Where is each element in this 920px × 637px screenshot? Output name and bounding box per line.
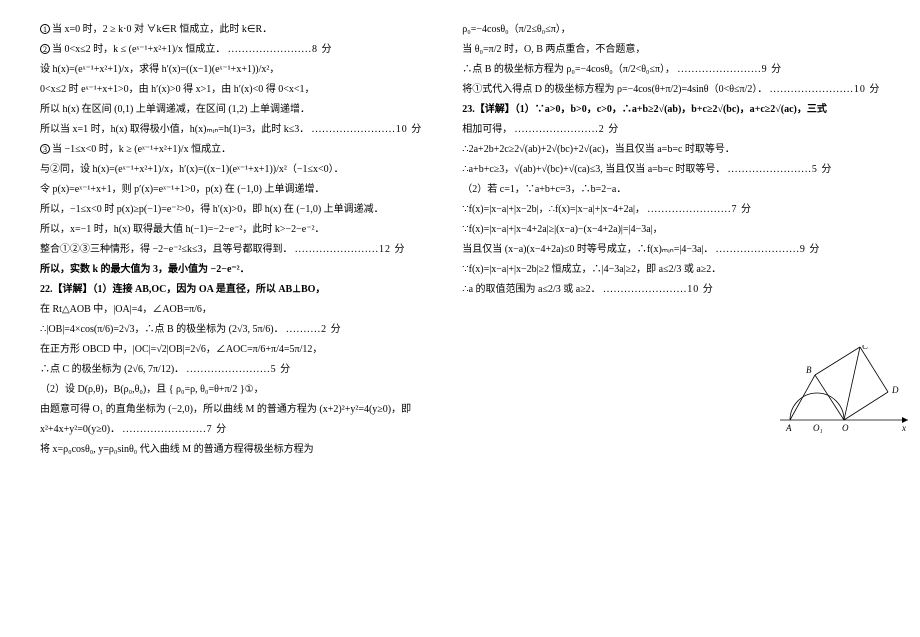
text: x²+4x+y²=0(y≥0)． xyxy=(40,424,120,435)
math-line: 在正方形 OBCD 中，|OC|=√2|OB|=2√6，∠AOC=π/6+π/4… xyxy=(40,340,422,360)
svg-text:B: B xyxy=(806,365,812,375)
svg-text:O₁: O₁ xyxy=(813,423,823,433)
text: 由题意可得 O₁ 的直角坐标为 (−2,0)，所以曲线 M 的普通方程为 (x+… xyxy=(40,404,411,415)
circled-2-icon: 2 xyxy=(40,44,50,54)
circled-3-icon: 3 xyxy=(40,144,50,154)
math-line: 当且仅当 (x−a)(x−4+2a)≤0 时等号成立，∴f(x)ₘᵢₙ=|4−3… xyxy=(462,240,880,260)
math-line: 将 x=ρ₀cosθ₀, y=ρ₀sinθ₀ 代入曲线 M 的普通方程得极坐标方… xyxy=(40,440,422,460)
math-line: 所以，实数 k 的最大值为 3，最小值为 −2−e⁻²． xyxy=(40,260,422,280)
text: 0<x≤2 时 eˣ⁻¹+x+1>0，由 h′(x)>0 得 x>1，由 h′(… xyxy=(40,84,315,95)
text: 所以当 x=1 时，h(x) 取得极小值，h(x)ₘᵢₙ=h(1)=3，此时 k… xyxy=(40,124,309,135)
math-line: ∴a 的取值范围为 a≤2/3 或 a≥2． .................… xyxy=(462,280,880,300)
math-line: 由题意可得 O₁ 的直角坐标为 (−2,0)，所以曲线 M 的普通方程为 (x+… xyxy=(40,400,422,420)
text: 设 h(x)=(eˣ⁻¹+x²+1)/x，求得 h′(x)=((x−1)(eˣ⁻… xyxy=(40,64,279,75)
math-line: 所以，−1≤x<0 时 p(x)≥p(−1)=e⁻²>0，得 h′(x)>0，即… xyxy=(40,200,422,220)
math-line: 0<x≤2 时 eˣ⁻¹+x+1>0，由 h′(x)>0 得 x>1，由 h′(… xyxy=(40,80,422,100)
math-line: ∴2a+2b+2c≥2√(ab)+2√(bc)+2√(ac)，当且仅当 a=b=… xyxy=(462,140,880,160)
geometry-figure: A O₁ O B C D x xyxy=(780,345,910,435)
score-marker: ........................7 分 xyxy=(648,204,753,215)
math-line: ∴|OB|=4×cos(π/6)=2√3，∴点 B 的极坐标为 (2√3, 5π… xyxy=(40,320,422,340)
math-line: ∵f(x)=|x−a|+|x−2b|≥2 恒成立，∴|4−3a|≥2，即 a≤2… xyxy=(462,260,880,280)
score-marker: ........................12 分 xyxy=(295,244,406,255)
score-marker: ..........2 分 xyxy=(286,324,342,335)
math-line: 所以 h(x) 在区间 (0,1) 上单调递减，在区间 (1,2) 上单调递增． xyxy=(40,100,422,120)
text: 当 −1≤x<0 时，k ≥ (eˣ⁻¹+x²+1)/x 恒成立． xyxy=(52,144,231,155)
text: 当 0<x≤2 时，k ≤ (eˣ⁻¹+x²+1)/x 恒成立． xyxy=(52,44,225,55)
score-marker: ........................7 分 xyxy=(123,424,228,435)
text: ρ₀=−4cosθ₀（π/2≤θ₀≤π）， xyxy=(462,24,571,35)
math-line: 当 θ₀=π/2 时，O, B 两点重合，不合题意， xyxy=(462,40,880,60)
math-line: 将①式代入得点 D 的极坐标方程为 ρ=−4cos(θ+π/2)=4sinθ（0… xyxy=(462,80,880,100)
math-line: ∴点 C 的极坐标为 (2√6, 7π/12)． ...............… xyxy=(40,360,422,380)
text: 将 x=ρ₀cosθ₀, y=ρ₀sinθ₀ 代入曲线 M 的普通方程得极坐标方… xyxy=(40,444,314,455)
score-marker: ........................8 分 xyxy=(228,44,333,55)
score-marker: ........................10 分 xyxy=(770,84,881,95)
score-marker: ........................10 分 xyxy=(603,284,714,295)
math-line: ρ₀=−4cosθ₀（π/2≤θ₀≤π）， xyxy=(462,20,880,40)
right-column: ρ₀=−4cosθ₀（π/2≤θ₀≤π）， 当 θ₀=π/2 时，O, B 两点… xyxy=(442,20,890,617)
score-marker: ........................9 分 xyxy=(716,244,821,255)
math-line: （2）设 D(ρ,θ)，B(ρ₀,θ₀)，且 { ρ₀=ρ, θ₀=θ+π/2 … xyxy=(40,380,422,400)
circled-1-icon: 1 xyxy=(40,24,50,34)
score-marker: ........................5 分 xyxy=(187,364,292,375)
math-line: （2）若 c=1，∵a+b+c=3，∴b=2−a． xyxy=(462,180,880,200)
math-line: 2当 0<x≤2 时，k ≤ (eˣ⁻¹+x²+1)/x 恒成立． ......… xyxy=(40,40,422,60)
svg-text:A: A xyxy=(785,423,792,433)
left-column: 1当 x=0 时，2 ≥ k·0 对 ∀k∈R 恒成立，此时 k∈R． 2当 0… xyxy=(30,20,442,617)
text: 在正方形 OBCD 中，|OC|=√2|OB|=2√6，∠AOC=π/6+π/4… xyxy=(40,344,322,355)
text: 22.【详解】（1）连接 AB,OC，因为 OA 是直径，所以 AB⊥BO， xyxy=(40,284,325,295)
math-line: ∴a+b+c≥3，√(ab)+√(bc)+√(ca)≤3, 当且仅当 a=b=c… xyxy=(462,160,880,180)
score-marker: ........................2 分 xyxy=(515,124,620,135)
math-line: 令 p(x)=eˣ⁻¹+x+1，则 p′(x)=eˣ⁻¹+1>0，p(x) 在 … xyxy=(40,180,422,200)
problem-23-start: 23.【详解】（1）∵a>0，b>0，c>0，∴a+b≥2√(ab)，b+c≥2… xyxy=(462,100,880,120)
text: ∴点 C 的极坐标为 (2√6, 7π/12)． xyxy=(40,364,184,375)
svg-text:O: O xyxy=(842,423,849,433)
math-line: 在 Rt△AOB 中，|OA|=4，∠AOB=π/6， xyxy=(40,300,422,320)
text: ∴2a+2b+2c≥2√(ab)+2√(bc)+2√(ac)，当且仅当 a=b=… xyxy=(462,144,735,155)
math-line: 相加可得， ........................2 分 xyxy=(462,120,880,140)
text: ∵f(x)=|x−a|+|x−2b|≥2 恒成立，∴|4−3a|≥2，即 a≤2… xyxy=(462,264,721,275)
text: 整合①②③三种情形，得 −2−e⁻²≤k≤3，且等号都取得到． xyxy=(40,244,292,255)
text: ∴a 的取值范围为 a≤2/3 或 a≥2． xyxy=(462,284,600,295)
text: 所以，−1≤x<0 时 p(x)≥p(−1)=e⁻²>0，得 h′(x)>0，即… xyxy=(40,204,384,215)
score-marker: ........................10 分 xyxy=(312,124,423,135)
text: 所以，实数 k 的最大值为 3，最小值为 −2−e⁻²． xyxy=(40,264,250,275)
math-line: 3当 −1≤x<0 时，k ≥ (eˣ⁻¹+x²+1)/x 恒成立． xyxy=(40,140,422,160)
text: 当 θ₀=π/2 时，O, B 两点重合，不合题意， xyxy=(462,44,645,55)
math-line: 整合①②③三种情形，得 −2−e⁻²≤k≤3，且等号都取得到． ........… xyxy=(40,240,422,260)
math-line: ∵f(x)=|x−a|+|x−2b|，∴f(x)=|x−a|+|x−4+2a|，… xyxy=(462,200,880,220)
math-line: ∵f(x)=|x−a|+|x−4+2a|≥|(x−a)−(x−4+2a)|=|4… xyxy=(462,220,880,240)
text: （2）若 c=1，∵a+b+c=3，∴b=2−a． xyxy=(462,184,626,195)
text: 相加可得， xyxy=(462,124,512,135)
text: 所以，x=−1 时，h(x) 取得最大值 h(−1)=−2−e⁻²，此时 k>−… xyxy=(40,224,325,235)
math-line: ∴点 B 的极坐标方程为 ρ₀=−4cosθ₀（π/2<θ₀≤π）， .....… xyxy=(462,60,880,80)
text: ∵f(x)=|x−a|+|x−4+2a|≥|(x−a)−(x−4+2a)|=|4… xyxy=(462,224,662,235)
text: 将①式代入得点 D 的极坐标方程为 ρ=−4cos(θ+π/2)=4sinθ（0… xyxy=(462,84,767,95)
math-line: 与②同，设 h(x)=(eˣ⁻¹+x²+1)/x，h′(x)=((x−1)(eˣ… xyxy=(40,160,422,180)
svg-text:C: C xyxy=(862,345,869,351)
text: 所以 h(x) 在区间 (0,1) 上单调递减，在区间 (1,2) 上单调递增． xyxy=(40,104,310,115)
math-line: 所以当 x=1 时，h(x) 取得极小值，h(x)ₘᵢₙ=h(1)=3，此时 k… xyxy=(40,120,422,140)
score-marker: ........................9 分 xyxy=(678,64,783,75)
text: （2）设 D(ρ,θ)，B(ρ₀,θ₀)，且 { ρ₀=ρ, θ₀=θ+π/2 … xyxy=(40,384,264,395)
math-line: 1当 x=0 时，2 ≥ k·0 对 ∀k∈R 恒成立，此时 k∈R． xyxy=(40,20,422,40)
text: 当且仅当 (x−a)(x−4+2a)≤0 时等号成立，∴f(x)ₘᵢₙ=|4−3… xyxy=(462,244,713,255)
math-line: 所以，x=−1 时，h(x) 取得最大值 h(−1)=−2−e⁻²，此时 k>−… xyxy=(40,220,422,240)
math-line: x²+4x+y²=0(y≥0)． .......................… xyxy=(40,420,422,440)
text: ∴|OB|=4×cos(π/6)=2√3，∴点 B 的极坐标为 (2√3, 5π… xyxy=(40,324,284,335)
math-line: 设 h(x)=(eˣ⁻¹+x²+1)/x，求得 h′(x)=((x−1)(eˣ⁻… xyxy=(40,60,422,80)
problem-22-start: 22.【详解】（1）连接 AB,OC，因为 OA 是直径，所以 AB⊥BO， xyxy=(40,280,422,300)
text: ∵f(x)=|x−a|+|x−2b|，∴f(x)=|x−a|+|x−4+2a|， xyxy=(462,204,645,215)
svg-text:x: x xyxy=(901,423,906,433)
text: 令 p(x)=eˣ⁻¹+x+1，则 p′(x)=eˣ⁻¹+1>0，p(x) 在 … xyxy=(40,184,325,195)
text: 与②同，设 h(x)=(eˣ⁻¹+x²+1)/x，h′(x)=((x−1)(eˣ… xyxy=(40,164,344,175)
text: 23.【详解】（1）∵a>0，b>0，c>0，∴a+b≥2√(ab)，b+c≥2… xyxy=(462,104,827,115)
svg-text:D: D xyxy=(891,385,899,395)
text: 当 x=0 时，2 ≥ k·0 对 ∀k∈R 恒成立，此时 k∈R． xyxy=(52,24,272,35)
text: 在 Rt△AOB 中，|OA|=4，∠AOB=π/6， xyxy=(40,304,212,315)
score-marker: ........................5 分 xyxy=(728,164,833,175)
text: ∴a+b+c≥3，√(ab)+√(bc)+√(ca)≤3, 当且仅当 a=b=c… xyxy=(462,164,725,175)
text: ∴点 B 的极坐标方程为 ρ₀=−4cosθ₀（π/2<θ₀≤π）， xyxy=(462,64,675,75)
